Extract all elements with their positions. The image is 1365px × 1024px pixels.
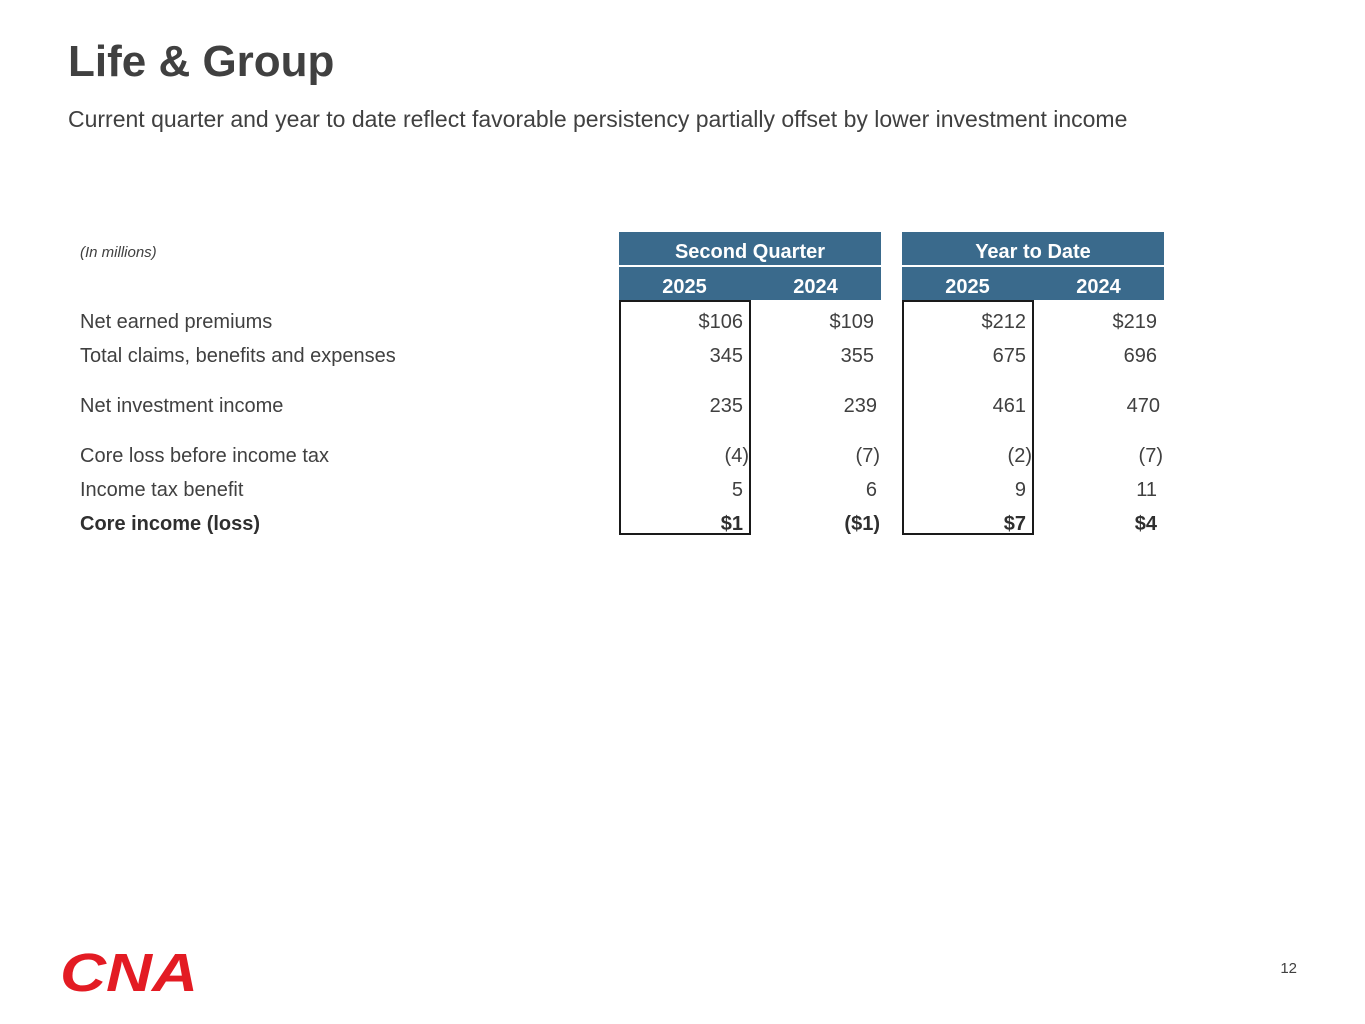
table-cell: 5	[731, 479, 743, 501]
row-label-core-loss-before-tax: Core loss before income tax	[80, 445, 330, 467]
row-label-total-claims: Total claims, benefits and expenses	[80, 345, 396, 367]
year-header-q-2024: 2024	[793, 276, 838, 298]
table-cell: $219	[1112, 311, 1158, 333]
table-cell: 470	[1126, 395, 1160, 417]
year-header-ytd-2024: 2024	[1076, 276, 1121, 298]
table-cell: 11	[1136, 479, 1157, 501]
page-subtitle: Current quarter and year to date reflect…	[68, 106, 1128, 132]
row-label-core-income: Core income (loss)	[80, 513, 261, 535]
table-cell: 461	[992, 395, 1026, 417]
table-cell: 6	[865, 479, 877, 501]
page-title: Life & Group	[68, 37, 335, 86]
table-cell: 355	[840, 345, 874, 367]
table-cell: 235	[709, 395, 743, 417]
year-header-ytd-2025: 2025	[945, 276, 990, 298]
cna-logo: CNA	[60, 944, 198, 996]
table-cell: 675	[992, 345, 1026, 367]
table-cell: (7)	[1138, 445, 1163, 467]
row-label-net-investment-income: Net investment income	[80, 395, 284, 417]
logo-text: CNA	[60, 944, 198, 996]
table-cell: (7)	[855, 445, 880, 467]
group-header-second-quarter: Second Quarter	[619, 232, 881, 265]
table-cell: (4)	[724, 445, 749, 467]
table-cell: $212	[981, 311, 1027, 333]
units-note: (In millions)	[80, 244, 157, 261]
year-header-row-quarter: 2025 2024	[619, 267, 881, 300]
table-cell: 345	[709, 345, 743, 367]
table-cell: 9	[1014, 479, 1026, 501]
year-header-q-2025: 2025	[662, 276, 707, 298]
table-cell: 239	[843, 395, 877, 417]
row-label-net-earned-premiums: Net earned premiums	[80, 311, 273, 333]
table-cell: 696	[1123, 345, 1157, 367]
current-ytd-column-box	[902, 300, 1034, 535]
table-cell: $1	[720, 513, 743, 535]
table-cell: $109	[829, 311, 875, 333]
table-cell: ($1)	[844, 513, 880, 535]
table-cell: $106	[698, 311, 744, 333]
group-header-year-to-date: Year to Date	[902, 232, 1164, 265]
year-header-row-ytd: 2025 2024	[902, 267, 1164, 300]
table-cell: (2)	[1007, 445, 1032, 467]
current-quarter-column-box	[619, 300, 751, 535]
row-label-income-tax-benefit: Income tax benefit	[80, 479, 244, 501]
page-number: 12	[1280, 960, 1297, 977]
table-cell: $7	[1003, 513, 1026, 535]
table-cell: $4	[1134, 513, 1157, 535]
